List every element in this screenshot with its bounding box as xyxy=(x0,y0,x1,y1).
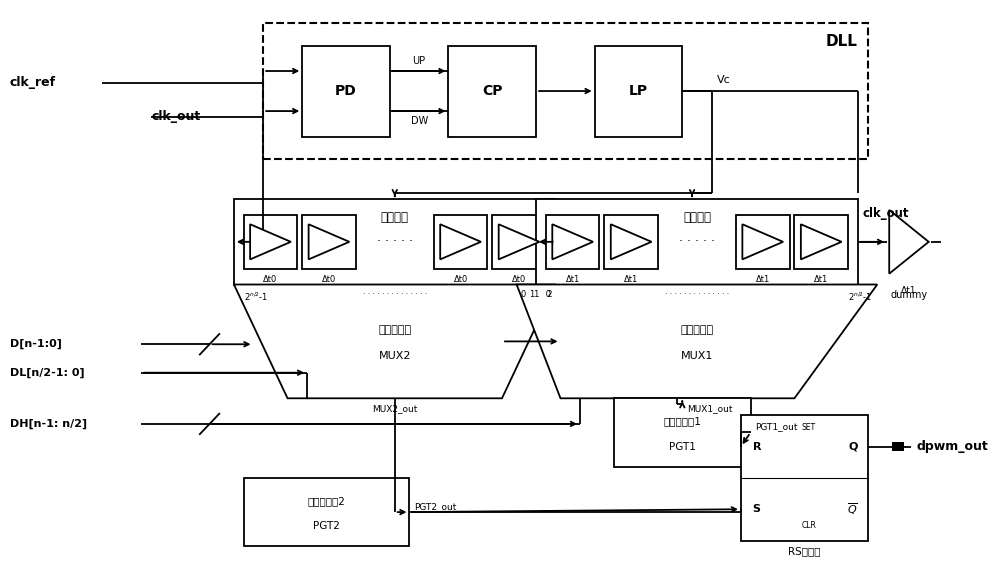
FancyBboxPatch shape xyxy=(546,215,599,269)
Text: Q: Q xyxy=(848,442,858,452)
Text: 快延迟链: 快延迟链 xyxy=(381,211,409,224)
Text: 脉冲发生器1: 脉冲发生器1 xyxy=(663,416,701,426)
Text: PGT2_out: PGT2_out xyxy=(414,502,457,511)
Text: 多路选择器: 多路选择器 xyxy=(378,325,411,335)
Text: LP: LP xyxy=(629,84,648,98)
Bar xyxy=(892,442,904,451)
Text: Δt0: Δt0 xyxy=(322,275,336,283)
Polygon shape xyxy=(517,284,877,398)
Text: MUX1: MUX1 xyxy=(681,351,713,361)
Text: PGT1_out: PGT1_out xyxy=(755,422,798,431)
Polygon shape xyxy=(801,224,842,259)
Text: dpwm_out: dpwm_out xyxy=(916,440,988,453)
Text: PGT2: PGT2 xyxy=(313,521,340,531)
Text: · · · · · · · · · · · · · ·: · · · · · · · · · · · · · · xyxy=(363,290,427,299)
Text: R: R xyxy=(753,442,761,452)
Text: 慢延迟链: 慢延迟链 xyxy=(683,211,711,224)
FancyBboxPatch shape xyxy=(794,215,848,269)
Text: 脉冲发生器2: 脉冲发生器2 xyxy=(308,496,345,506)
Text: Δt0: Δt0 xyxy=(263,275,278,283)
Text: $2^{n/2}$-1: $2^{n/2}$-1 xyxy=(244,290,268,303)
Text: DL[n/2-1: 0]: DL[n/2-1: 0] xyxy=(10,368,84,378)
Text: 多路选择器: 多路选择器 xyxy=(680,325,714,335)
FancyBboxPatch shape xyxy=(302,215,356,269)
Text: dummy: dummy xyxy=(890,290,928,300)
Text: DW: DW xyxy=(411,116,428,126)
Text: · · · · · · · · · · · · · ·: · · · · · · · · · · · · · · xyxy=(665,290,729,299)
Text: clk_ref: clk_ref xyxy=(10,76,56,89)
FancyBboxPatch shape xyxy=(604,215,658,269)
Polygon shape xyxy=(499,224,539,259)
FancyBboxPatch shape xyxy=(736,215,790,269)
Text: CLR: CLR xyxy=(802,521,817,530)
FancyBboxPatch shape xyxy=(263,23,868,159)
Text: Vc: Vc xyxy=(716,75,730,85)
Polygon shape xyxy=(250,224,291,259)
FancyBboxPatch shape xyxy=(448,46,536,137)
Text: clk_out: clk_out xyxy=(863,207,909,220)
Polygon shape xyxy=(234,284,556,398)
Text: Δt1: Δt1 xyxy=(901,286,917,295)
Text: clk_out: clk_out xyxy=(151,110,200,123)
FancyBboxPatch shape xyxy=(536,199,858,284)
Polygon shape xyxy=(742,224,783,259)
Text: S: S xyxy=(753,504,761,514)
Text: Δt0: Δt0 xyxy=(453,275,468,283)
Polygon shape xyxy=(440,224,481,259)
FancyBboxPatch shape xyxy=(244,215,297,269)
Text: PD: PD xyxy=(335,84,357,98)
Polygon shape xyxy=(552,224,593,259)
Text: Δt1: Δt1 xyxy=(624,275,638,283)
Text: DLL: DLL xyxy=(826,34,858,49)
Text: CP: CP xyxy=(482,84,502,98)
Text: D[n-1:0]: D[n-1:0] xyxy=(10,339,62,349)
FancyBboxPatch shape xyxy=(244,478,409,546)
Text: MUX2: MUX2 xyxy=(379,351,411,361)
Polygon shape xyxy=(611,224,652,259)
FancyBboxPatch shape xyxy=(234,199,556,284)
Text: 1    0: 1 0 xyxy=(530,290,551,299)
FancyBboxPatch shape xyxy=(614,398,751,467)
Text: MUX1_out: MUX1_out xyxy=(687,404,733,413)
Text: SET: SET xyxy=(802,423,816,432)
Text: MUX2_out: MUX2_out xyxy=(372,404,417,413)
Text: Δt0: Δt0 xyxy=(512,275,526,283)
Text: Δt1: Δt1 xyxy=(566,275,580,283)
Polygon shape xyxy=(309,224,349,259)
FancyBboxPatch shape xyxy=(492,215,546,269)
FancyBboxPatch shape xyxy=(302,46,390,137)
FancyBboxPatch shape xyxy=(595,46,682,137)
Text: · · · · ·: · · · · · xyxy=(679,236,715,248)
Text: 0   1   2: 0 1 2 xyxy=(521,290,553,299)
Polygon shape xyxy=(889,210,929,274)
Text: · · · · ·: · · · · · xyxy=(377,236,413,248)
Text: $\overline{Q}$: $\overline{Q}$ xyxy=(847,501,858,517)
FancyBboxPatch shape xyxy=(741,415,868,541)
Text: Δt1: Δt1 xyxy=(814,275,828,283)
Text: DH[n-1: n/2]: DH[n-1: n/2] xyxy=(10,419,87,429)
Text: Δt1: Δt1 xyxy=(756,275,770,283)
Text: $2^{n/2}$-1: $2^{n/2}$-1 xyxy=(848,290,872,303)
Text: UP: UP xyxy=(413,56,426,67)
Text: PGT1: PGT1 xyxy=(669,442,696,452)
FancyBboxPatch shape xyxy=(434,215,487,269)
Text: RS触发器: RS触发器 xyxy=(788,546,820,556)
